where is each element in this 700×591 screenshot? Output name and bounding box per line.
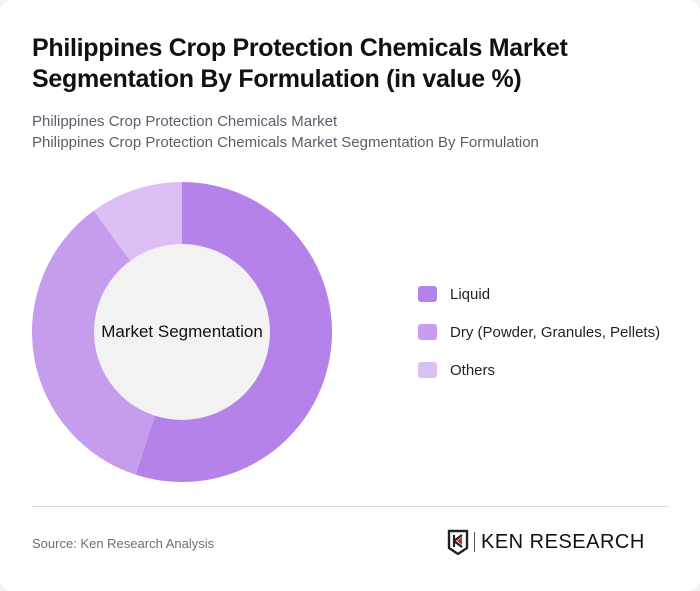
legend-item-others[interactable]: Others <box>418 360 660 380</box>
footer-divider <box>32 506 668 507</box>
logo-separator <box>474 532 475 552</box>
ken-research-logo: KEN RESEARCH <box>447 529 645 555</box>
logo-text: KEN RESEARCH <box>481 530 645 553</box>
donut-chart <box>32 182 332 482</box>
legend-swatch <box>418 286 437 302</box>
legend-item-liquid[interactable]: Liquid <box>418 284 660 304</box>
subtitle-line-2: Philippines Crop Protection Chemicals Ma… <box>32 134 539 151</box>
donut-center <box>94 244 270 420</box>
legend: Liquid Dry (Powder, Granules, Pellets) O… <box>418 284 660 398</box>
legend-swatch <box>418 362 437 378</box>
legend-label: Liquid <box>450 285 491 303</box>
legend-item-dry[interactable]: Dry (Powder, Granules, Pellets) <box>418 322 660 342</box>
legend-swatch <box>418 324 437 340</box>
legend-label: Others <box>450 361 496 379</box>
donut-center-label: Market Segmentation <box>101 322 263 341</box>
subtitle-line-1: Philippines Crop Protection Chemicals Ma… <box>32 113 338 130</box>
source-text: Source: Ken Research Analysis <box>32 536 215 551</box>
legend-label: Dry (Powder, Granules, Pellets) <box>450 323 661 341</box>
chart-title: Philippines Crop Protection Chemicals Ma… <box>32 34 568 93</box>
ken-logo-icon <box>447 529 469 555</box>
